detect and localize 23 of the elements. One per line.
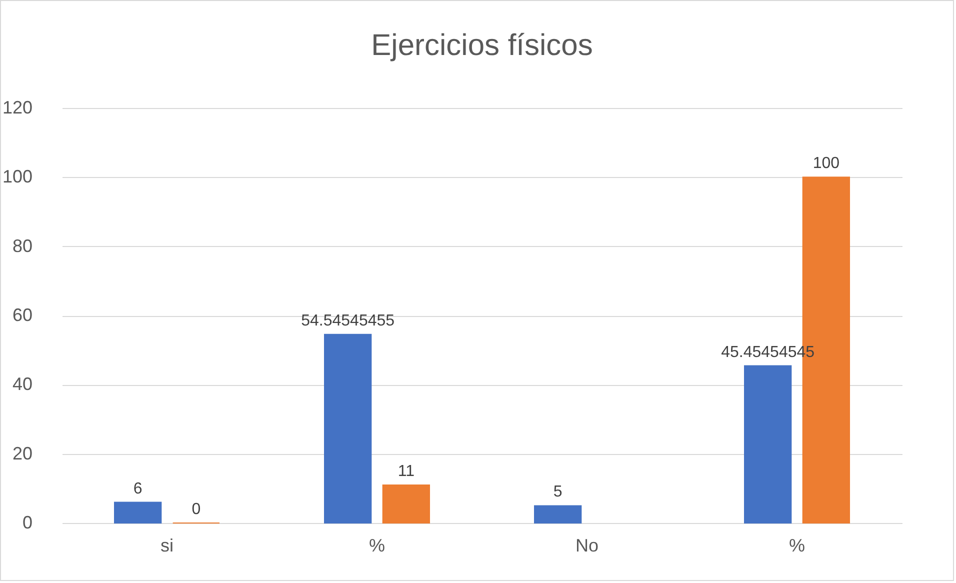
data-label: 0 <box>192 501 201 518</box>
data-label: 54.54545455 <box>301 312 395 330</box>
bar <box>114 502 162 524</box>
x-tick-label: No <box>575 536 599 556</box>
x-tick-label: si <box>160 536 174 556</box>
x-tick-label: % <box>788 536 806 556</box>
y-tick-label: 0 <box>22 512 32 532</box>
bar <box>744 365 792 524</box>
bar <box>534 505 582 524</box>
bar <box>324 334 372 524</box>
data-label: 5 <box>553 484 562 501</box>
data-label: 100 <box>812 155 840 172</box>
data-label: 6 <box>133 480 142 498</box>
y-tick-label: 120 <box>2 98 32 118</box>
x-tick-label: % <box>368 536 386 556</box>
bar <box>382 484 430 524</box>
chart-title: Ejercicios físicos <box>371 29 593 62</box>
y-tick-label: 40 <box>12 374 32 394</box>
y-tick-label: 20 <box>12 443 32 464</box>
data-label: 11 <box>398 462 415 480</box>
y-tick-label: 60 <box>12 305 32 325</box>
y-tick-label: 100 <box>2 166 32 187</box>
y-tick-label: 80 <box>12 236 32 256</box>
